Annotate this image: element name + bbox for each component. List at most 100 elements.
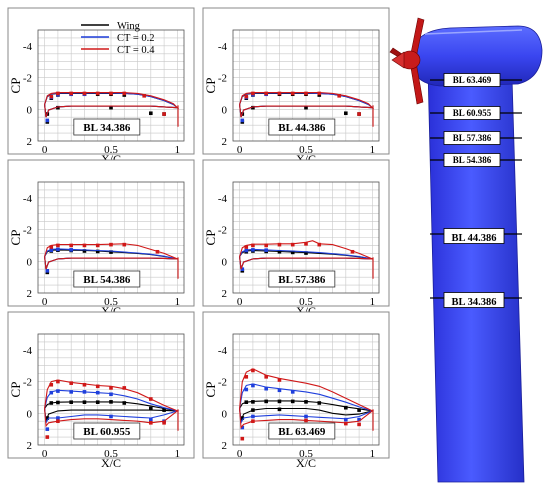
data-point-ct-0-2 [45,269,50,273]
data-point-ct-0-4 [49,94,54,99]
data-point-ct-0-4 [149,397,153,401]
data-point-ct-0-4 [244,375,249,379]
data-point-ct-0-4 [95,384,100,389]
data-point-ct-0-4 [109,91,113,96]
grid [38,181,184,294]
series-ct-0-4 [44,242,178,270]
data-point-wing [109,250,113,254]
legend-label-wing: Wing [117,21,141,32]
y-tick-label: 2 [27,288,33,300]
y-tick-label: -4 [23,41,33,53]
legend-label-ct-0-4: CT = 0.4 [117,45,155,56]
x-tick-label: 1 [175,296,181,308]
x-tick-label: 0 [237,296,243,308]
data-point-ct-0-4 [357,422,361,427]
data-point-wing [251,105,255,110]
data-point-ct-0-2 [69,248,73,252]
y-tick-label: 2 [222,288,228,300]
y-axis-label: CP [8,230,23,246]
data-point-ct-0-4 [251,243,255,248]
data-point-ct-0-4 [357,112,361,116]
data-point-wing [251,408,255,412]
y-tick-label: -2 [218,225,227,237]
series-ct-0-4 [239,368,374,441]
data-point-wing [251,400,255,404]
data-point-ct-0-2 [240,425,245,430]
station-label-box [73,270,141,288]
data-point-ct-0-4 [56,91,60,96]
data-point-ct-0-4 [277,378,282,382]
data-point-wing [240,416,245,420]
data-point-wing [304,251,308,255]
data-point-ct-0-4 [264,91,268,96]
data-point-wing [357,408,361,412]
y-tick-label: -4 [218,345,228,357]
data-point-ct-0-4 [95,243,100,248]
data-point-ct-0-4 [82,91,87,96]
data-point-ct-0-2 [264,248,268,252]
data-point-ct-0-2 [56,389,60,393]
data-point-ct-0-2 [240,118,245,123]
data-point-wing [304,105,308,110]
wing-station-bl-63-469: BL 63.469 [430,73,522,87]
data-point-ct-0-4 [49,382,54,387]
data-point-ct-0-4 [82,382,87,387]
data-point-ct-0-4 [240,436,245,441]
station-tag-text: BL 54.386 [453,155,492,165]
wing-station-bl-60-955: BL 60.955 [430,106,522,120]
data-point-ct-0-2 [357,417,361,422]
y-tick-label: 2 [222,440,228,452]
x-axis-label: X/C [296,456,316,470]
station-label-text: BL 57.386 [278,274,326,286]
y-tick-label: 0 [222,256,228,268]
station-tag-box [443,131,501,145]
station-label-text: BL 60.955 [83,426,131,438]
series-ct-0-4 [239,91,374,118]
data-point-wing [49,401,54,405]
station-label-box [268,118,336,136]
data-point-ct-0-4 [264,243,268,248]
data-point-ct-0-4 [244,245,249,249]
data-point-ct-0-2 [264,386,268,391]
data-point-ct-0-4 [122,91,127,96]
data-point-ct-0-2 [56,247,60,252]
data-point-ct-0-4 [290,91,295,96]
data-point-wing [109,400,113,404]
data-point-ct-0-4 [142,94,146,98]
plot-area-border [37,181,185,294]
data-point-ct-0-2 [82,390,87,394]
data-point-ct-0-4 [337,94,341,98]
y-axis-label: CP [203,230,218,246]
station-tag-text: BL 34.386 [452,297,497,308]
plot-area-border [232,181,380,294]
data-point-ct-0-4 [109,386,113,390]
series-line-ct-0-4 [239,92,374,118]
data-point-ct-0-4 [264,375,268,379]
x-tick-label: 1 [370,296,376,308]
y-tick-label: -2 [218,73,227,85]
data-point-ct-0-4 [344,421,348,426]
station-tag-box [443,228,505,244]
station-label: BL 44.386 [268,118,336,136]
y-axis-label: CP [8,382,23,398]
x-axis-label: X/C [101,456,121,470]
y-tick-label: -2 [23,225,32,237]
data-point-ct-0-4 [251,419,255,424]
data-point-ct-0-4 [69,243,73,248]
data-point-wing [162,408,166,412]
station-tag-box [443,106,501,120]
y-tick-label: 2 [27,136,33,148]
wing-station-bl-57-386: BL 57.386 [430,131,522,145]
data-point-ct-0-4 [45,435,50,439]
data-point-ct-0-4 [49,245,54,249]
data-point-ct-0-2 [244,387,249,392]
data-point-ct-0-2 [109,414,113,419]
y-axis-label: CP [203,382,218,398]
plot-area-border [37,333,185,446]
x-tick-label: 1 [370,144,376,156]
wing-station-bl-44-386: BL 44.386 [430,228,522,244]
y-axis-label: CP [8,78,23,94]
